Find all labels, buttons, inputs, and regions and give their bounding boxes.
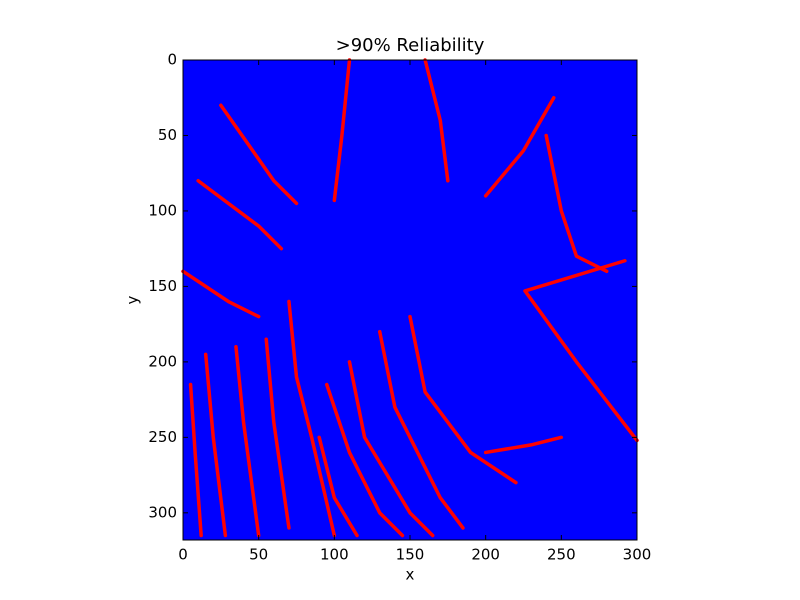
y-axis-label: y — [124, 295, 142, 304]
y-tick-label: 100 — [148, 201, 177, 219]
x-tick-label: 250 — [547, 546, 576, 564]
chart-title: >90% Reliability — [336, 35, 485, 56]
image-background — [183, 60, 637, 540]
x-tick-label: 50 — [249, 546, 268, 564]
y-tick-label: 200 — [148, 352, 177, 370]
y-tick-label: 250 — [148, 428, 177, 446]
y-tick-label: 150 — [148, 277, 177, 295]
y-tick-label: 300 — [148, 503, 177, 521]
x-axis-label: x — [406, 566, 415, 584]
x-tick-label: 0 — [178, 546, 188, 564]
red-fringe — [181, 58, 639, 538]
x-tick-label: 150 — [396, 546, 425, 564]
x-tick-label: 300 — [623, 546, 652, 564]
x-tick-label: 200 — [471, 546, 500, 564]
y-tick-label: 50 — [158, 126, 177, 144]
x-tick-label: 100 — [320, 546, 349, 564]
y-tick-label: 0 — [167, 51, 177, 69]
